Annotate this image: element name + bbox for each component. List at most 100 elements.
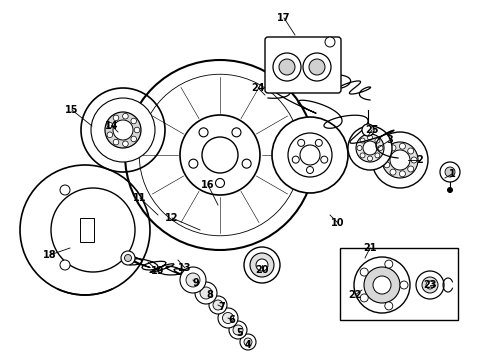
Circle shape xyxy=(372,132,428,188)
Circle shape xyxy=(400,281,408,289)
Circle shape xyxy=(233,325,243,335)
Circle shape xyxy=(244,247,280,283)
Circle shape xyxy=(382,142,418,178)
Circle shape xyxy=(131,118,137,124)
Circle shape xyxy=(360,268,368,276)
Text: 10: 10 xyxy=(331,218,345,228)
Circle shape xyxy=(292,156,299,163)
Circle shape xyxy=(124,255,131,261)
Circle shape xyxy=(232,128,241,137)
Circle shape xyxy=(60,260,70,270)
Circle shape xyxy=(408,148,414,154)
Circle shape xyxy=(107,132,113,138)
Text: 18: 18 xyxy=(43,250,57,260)
Text: 20: 20 xyxy=(255,265,269,275)
Circle shape xyxy=(316,139,322,147)
Circle shape xyxy=(390,150,410,170)
Text: 2: 2 xyxy=(416,155,423,165)
Circle shape xyxy=(408,166,414,172)
Circle shape xyxy=(426,281,434,289)
Circle shape xyxy=(279,59,295,75)
Circle shape xyxy=(440,162,460,182)
Text: 22: 22 xyxy=(348,290,362,300)
Circle shape xyxy=(186,273,200,287)
Circle shape xyxy=(325,37,335,47)
Circle shape xyxy=(113,139,119,145)
Circle shape xyxy=(250,253,274,277)
Circle shape xyxy=(256,259,268,271)
Circle shape xyxy=(309,59,325,75)
Text: 15: 15 xyxy=(65,105,79,115)
Circle shape xyxy=(218,308,238,328)
Circle shape xyxy=(222,312,234,324)
Text: 14: 14 xyxy=(105,121,119,131)
Circle shape xyxy=(399,171,405,177)
Text: 24: 24 xyxy=(251,83,265,93)
Text: 12: 12 xyxy=(165,213,179,223)
Circle shape xyxy=(213,300,223,310)
Circle shape xyxy=(105,112,141,148)
Circle shape xyxy=(375,153,380,158)
Circle shape xyxy=(384,152,390,158)
Text: 11: 11 xyxy=(133,193,147,203)
Circle shape xyxy=(307,166,314,174)
Circle shape xyxy=(91,98,155,162)
Circle shape xyxy=(422,277,438,293)
Circle shape xyxy=(60,185,70,195)
Circle shape xyxy=(368,135,372,140)
Circle shape xyxy=(300,145,320,165)
Text: 13: 13 xyxy=(178,263,192,273)
Circle shape xyxy=(298,139,305,147)
Circle shape xyxy=(390,169,396,175)
Circle shape xyxy=(384,162,390,168)
Circle shape xyxy=(348,126,392,170)
Circle shape xyxy=(242,159,251,168)
Circle shape xyxy=(113,115,119,121)
Circle shape xyxy=(385,260,393,268)
Circle shape xyxy=(321,156,328,163)
Text: 1: 1 xyxy=(449,169,455,179)
Circle shape xyxy=(272,117,348,193)
Text: 25: 25 xyxy=(365,125,379,135)
Circle shape xyxy=(180,267,206,293)
Text: 19: 19 xyxy=(151,266,165,276)
Bar xyxy=(80,218,94,242)
Circle shape xyxy=(368,156,372,161)
Circle shape xyxy=(200,287,212,299)
Text: 23: 23 xyxy=(423,280,437,290)
Text: 9: 9 xyxy=(193,278,199,288)
Circle shape xyxy=(362,124,374,136)
Circle shape xyxy=(134,127,140,133)
Circle shape xyxy=(199,128,208,137)
Circle shape xyxy=(51,188,135,272)
Circle shape xyxy=(375,138,380,143)
Text: 6: 6 xyxy=(229,315,235,325)
Text: 16: 16 xyxy=(201,180,215,190)
Circle shape xyxy=(288,133,332,177)
Text: 17: 17 xyxy=(277,13,291,23)
Circle shape xyxy=(360,138,365,143)
Circle shape xyxy=(229,321,247,339)
Circle shape xyxy=(202,137,238,173)
FancyBboxPatch shape xyxy=(265,37,341,93)
Circle shape xyxy=(411,157,417,163)
Circle shape xyxy=(107,122,113,128)
Text: 3: 3 xyxy=(387,135,393,145)
Circle shape xyxy=(357,145,362,150)
Text: 5: 5 xyxy=(237,328,244,338)
Text: 4: 4 xyxy=(245,340,251,350)
Circle shape xyxy=(240,334,256,350)
Circle shape xyxy=(121,251,135,265)
Circle shape xyxy=(447,188,452,193)
Circle shape xyxy=(363,141,377,155)
Circle shape xyxy=(122,141,128,147)
Circle shape xyxy=(373,276,391,294)
Circle shape xyxy=(209,296,227,314)
Circle shape xyxy=(445,167,455,177)
Circle shape xyxy=(131,136,137,142)
Circle shape xyxy=(122,113,128,119)
Circle shape xyxy=(244,338,252,346)
Text: 7: 7 xyxy=(219,302,225,312)
Circle shape xyxy=(360,294,368,302)
Circle shape xyxy=(390,145,396,151)
